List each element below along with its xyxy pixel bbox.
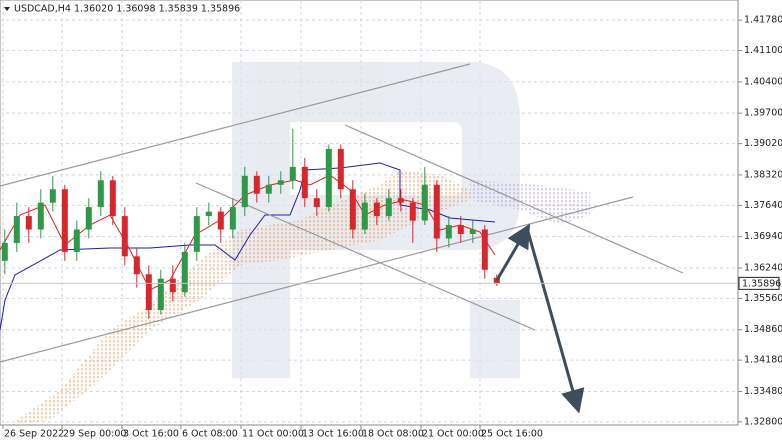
candle-body	[493, 277, 500, 284]
y-tick-label: 1.35560	[744, 293, 782, 304]
candle-body	[253, 175, 260, 194]
candle-body	[229, 207, 236, 230]
candle-body	[397, 198, 404, 203]
ichimoku-cloud	[10, 170, 590, 425]
candle-body	[385, 198, 392, 217]
candle-body	[61, 189, 68, 252]
candle-body	[265, 184, 272, 194]
y-tick-label: 1.39020	[744, 138, 782, 149]
candle-body	[349, 189, 356, 230]
y-tick-label: 1.37640	[744, 200, 782, 211]
y-tick-label: 1.34180	[744, 355, 782, 366]
candle-body	[37, 202, 44, 230]
candle-body	[193, 216, 200, 252]
chart-title: USDCAD,H4 1.36020 1.36098 1.35839 1.3589…	[14, 4, 240, 15]
y-tick-label: 1.40400	[744, 76, 782, 87]
y-tick-label: 1.36940	[744, 231, 782, 242]
candle-body	[205, 211, 212, 217]
candle-body	[373, 202, 380, 217]
candle-body	[361, 202, 368, 230]
candle-body	[181, 251, 188, 293]
candle-body	[445, 225, 452, 239]
x-tick-label: 21 Oct 00:00	[422, 429, 484, 440]
candle-body	[73, 229, 80, 252]
x-tick-label: 26 Sep 2022	[4, 429, 64, 440]
candle-body	[301, 166, 308, 199]
y-tick-label: 1.39700	[744, 108, 782, 119]
x-tick-label: 18 Oct 08:00	[362, 429, 424, 440]
last-price-label: 1.35896	[742, 278, 781, 289]
candle-body	[13, 216, 20, 243]
candle-body	[49, 189, 56, 203]
candle-body	[457, 225, 464, 234]
candle-body	[481, 229, 488, 270]
candle-body	[289, 166, 296, 181]
candle-body	[241, 175, 248, 208]
y-tick-label: 1.36240	[744, 262, 782, 273]
candle-body	[133, 256, 140, 275]
candle-body	[277, 180, 284, 185]
candle-body	[325, 148, 332, 208]
candle-body	[217, 211, 224, 230]
x-tick-label: 25 Oct 16:00	[481, 429, 543, 440]
candles	[1, 128, 500, 319]
title-bar: USDCAD,H4 1.36020 1.36098 1.35839 1.3589…	[4, 4, 240, 15]
candle-body	[145, 274, 152, 311]
candle-body	[97, 180, 104, 208]
candle-body	[313, 198, 320, 208]
x-tick-label: 3 Oct 16:00	[123, 429, 179, 440]
candle-body	[109, 180, 116, 217]
y-tick-label: 1.41100	[744, 45, 782, 56]
x-tick-label: 29 Sep 00:00	[63, 429, 126, 440]
y-tick-label: 1.41780	[744, 15, 782, 26]
x-tick-label: 13 Oct 16:00	[302, 429, 364, 440]
x-tick-label: 11 Oct 00:00	[242, 429, 304, 440]
candle-body	[409, 202, 416, 221]
last-price-box	[738, 276, 780, 290]
menu-icon[interactable]	[4, 7, 10, 11]
candle-body	[421, 184, 428, 221]
candle-body	[469, 229, 476, 234]
candle-body	[25, 216, 32, 230]
x-tick-label: 6 Oct 08:00	[182, 429, 238, 440]
y-tick-label: 1.32800	[744, 416, 782, 427]
candle-body	[121, 216, 128, 257]
candle-body	[337, 148, 344, 190]
y-tick-label: 1.34860	[744, 324, 782, 335]
candle-body	[1, 242, 8, 261]
candle-body	[169, 278, 176, 293]
y-tick-label: 1.38320	[744, 169, 782, 180]
forecast-arrow	[495, 223, 585, 414]
candle-body	[433, 184, 440, 239]
y-tick-label: 1.33480	[744, 386, 782, 397]
candle-body	[157, 278, 164, 311]
candle-body	[85, 207, 92, 230]
